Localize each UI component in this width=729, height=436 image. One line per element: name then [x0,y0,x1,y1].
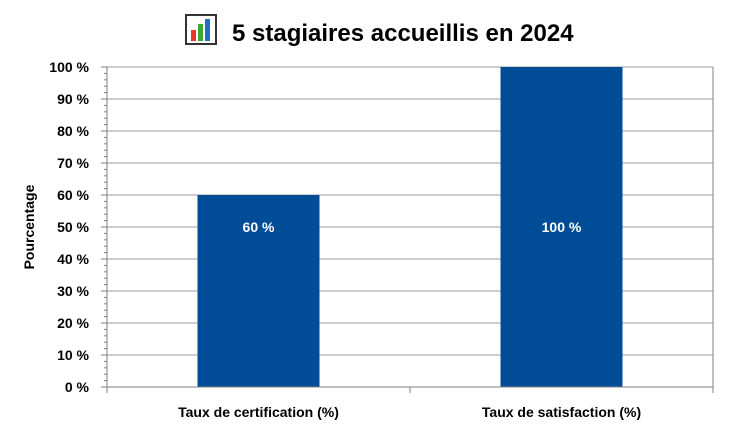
bar-chart-icon [185,14,217,45]
y-tick-label: 0 % [65,379,90,395]
y-tick-label: 40 % [57,251,89,267]
y-tick-label: 50 % [57,219,89,235]
y-tick-label: 90 % [57,91,89,107]
y-axis-label: Pourcentage [21,184,37,269]
x-tick-label: Taux de certification (%) [178,404,339,420]
y-tick-label: 20 % [57,315,89,331]
y-tick-label: 100 % [49,59,89,75]
bar [197,195,320,387]
tick-labels: 0 % 10 % 20 % 30 % 40 % 50 % 60 % 70 % 80 % 90 % 1… [49,59,641,420]
x-tick-label: Taux de satisfaction (%) [482,404,641,420]
bars [197,67,623,387]
data-label: 100 % [542,219,582,235]
axes [101,66,714,393]
y-tick-label: 30 % [57,283,89,299]
y-tick-label: 70 % [57,155,89,171]
data-label: 60 % [243,219,275,235]
chart-title-group: 5 stagiaires accueillis en 2024 [185,14,574,47]
y-tick-label: 60 % [57,187,89,203]
bar [500,67,623,387]
chart-title: 5 stagiaires accueillis en 2024 [232,20,574,47]
y-tick-label: 10 % [57,347,89,363]
y-tick-label: 80 % [57,123,89,139]
